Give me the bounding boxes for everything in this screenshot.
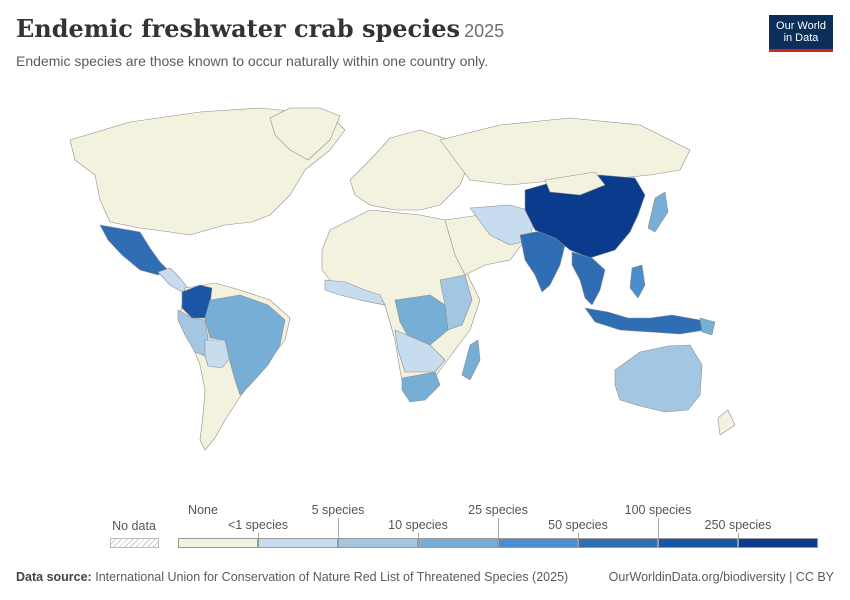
region-south-africa[interactable] <box>401 371 441 403</box>
region-congo[interactable] <box>394 294 449 346</box>
legend-label-4: 25 species <box>468 503 528 517</box>
legend-label-5: 50 species <box>548 518 608 532</box>
title-year: 2025 <box>464 21 505 41</box>
region-madagascar[interactable] <box>461 339 481 381</box>
data-source-text[interactable]: International Union for Conservation of … <box>95 570 569 584</box>
legend-tick-1 <box>258 533 259 538</box>
legend-no-data-swatch <box>110 538 159 548</box>
region-philippines[interactable] <box>629 264 646 299</box>
legend-tick-6 <box>658 518 659 538</box>
legend-tick-3 <box>418 533 419 538</box>
legend-swatch-7[interactable] <box>738 538 818 548</box>
logo-line-1: Our World <box>776 20 826 32</box>
region-west-africa[interactable] <box>324 279 386 306</box>
data-source-label: Data source: <box>16 570 92 584</box>
region-brazil[interactable] <box>204 294 286 396</box>
legend-label-1: <1 species <box>227 518 289 532</box>
region-japan[interactable] <box>647 191 669 233</box>
owid-logo[interactable]: Our World in Data <box>769 15 833 52</box>
region-mexico[interactable] <box>99 224 169 276</box>
region-indonesia[interactable] <box>584 307 706 335</box>
legend-swatch-3[interactable] <box>418 538 498 548</box>
region-europe[interactable] <box>349 129 471 211</box>
region-new-zealand[interactable] <box>717 409 736 436</box>
title-text: Endemic freshwater crab species <box>16 14 461 43</box>
map-legend: No data None <1 species 5 species 10 specie… <box>0 500 850 560</box>
legend-swatch-1[interactable] <box>258 538 338 548</box>
legend-label-0: None <box>188 503 218 517</box>
legend-swatch-6[interactable] <box>658 538 738 548</box>
legend-tick-5 <box>578 533 579 538</box>
region-greenland[interactable] <box>269 107 341 161</box>
legend-swatch-5[interactable] <box>578 538 658 548</box>
data-source: Data source: International Union for Con… <box>16 570 568 584</box>
legend-swatch-2[interactable] <box>338 538 418 548</box>
legend-tick-4 <box>498 518 499 538</box>
legend-no-data-label: No data <box>112 519 156 533</box>
legend-label-7: 250 species <box>704 518 772 532</box>
legend-tick-2 <box>338 518 339 538</box>
region-russia[interactable] <box>439 117 691 186</box>
chart-subtitle: Endemic species are those known to occur… <box>16 53 489 69</box>
legend-label-3: 10 species <box>388 518 448 532</box>
logo-line-2: in Data <box>783 32 819 44</box>
region-png[interactable] <box>699 317 716 336</box>
region-china[interactable] <box>524 174 646 259</box>
legend-tick-7 <box>738 533 739 538</box>
legend-swatch-4[interactable] <box>498 538 578 548</box>
world-map[interactable] <box>0 80 850 480</box>
region-central-america[interactable] <box>157 267 189 293</box>
region-australia[interactable] <box>614 344 703 413</box>
chart-title: Endemic freshwater crab species 2025 <box>16 14 504 43</box>
legend-label-2: 5 species <box>311 503 365 517</box>
footer-credit[interactable]: OurWorldinData.org/biodiversity | CC BY <box>608 570 834 584</box>
region-mongolia[interactable] <box>544 171 606 196</box>
legend-swatch-0[interactable] <box>178 538 258 548</box>
legend-label-6: 100 species <box>624 503 692 517</box>
region-southeast-asia[interactable] <box>571 251 606 306</box>
region-north-america[interactable] <box>69 107 346 236</box>
footer: Data source: International Union for Con… <box>16 570 834 584</box>
